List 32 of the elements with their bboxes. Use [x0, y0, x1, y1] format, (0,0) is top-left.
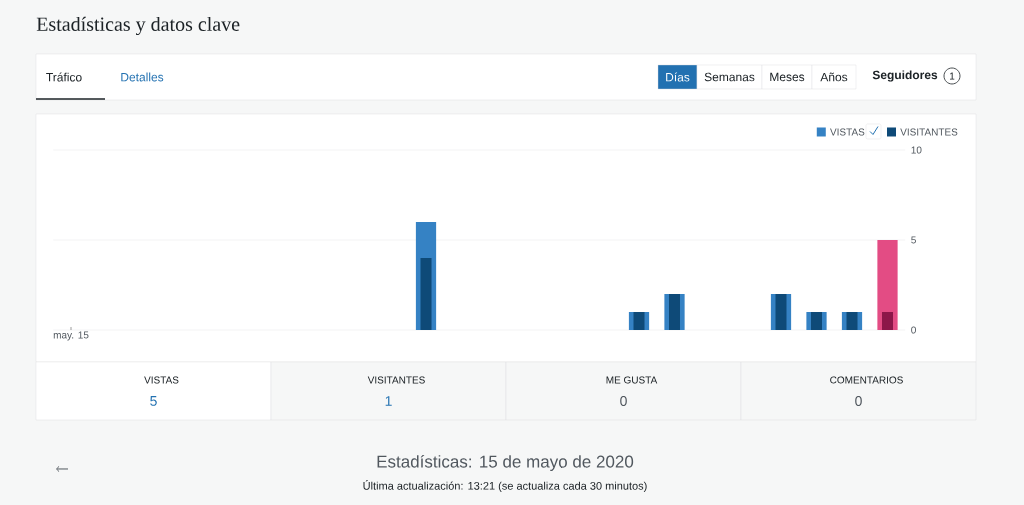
x-tick-label: may. 15 [53, 331, 89, 341]
bar [669, 293, 681, 330]
bar [775, 293, 787, 330]
text: 1 [949, 72, 955, 80]
text: ME GUSTA [606, 376, 658, 384]
text: Última actualización: 13:21 (se actualiza cada 30 minutos) [363, 480, 647, 492]
text: 0 [855, 396, 862, 406]
text: Detalles [121, 72, 164, 82]
text: Semanas [704, 72, 755, 82]
bar [811, 311, 823, 330]
text: Meses [770, 72, 805, 82]
text: Días [666, 72, 690, 82]
bar [420, 257, 432, 330]
legend-label: VISITANTES [900, 128, 958, 136]
legend-label: VISTAS [830, 128, 865, 136]
text: COMENTARIOS [830, 376, 903, 384]
y-tick-label: 0 [911, 326, 916, 334]
text: Años [820, 72, 848, 82]
chart-title: Estadísticas y datos clave [36, 16, 240, 36]
y-tick-label: 5 [911, 236, 916, 244]
bar [633, 311, 645, 330]
bar [882, 311, 893, 330]
text: Seguidores [872, 70, 938, 82]
text: 5 [150, 396, 157, 406]
text: 0 [620, 396, 627, 406]
y-tick-label: 10 [911, 146, 922, 154]
text: VISITANTES [367, 376, 425, 384]
text: Tráfico [46, 72, 82, 82]
bar [846, 311, 858, 330]
text: Estadísticas: 15 de mayo de 2020 [377, 454, 634, 472]
text: VISTAS [144, 376, 179, 384]
text: 1 [385, 396, 392, 406]
